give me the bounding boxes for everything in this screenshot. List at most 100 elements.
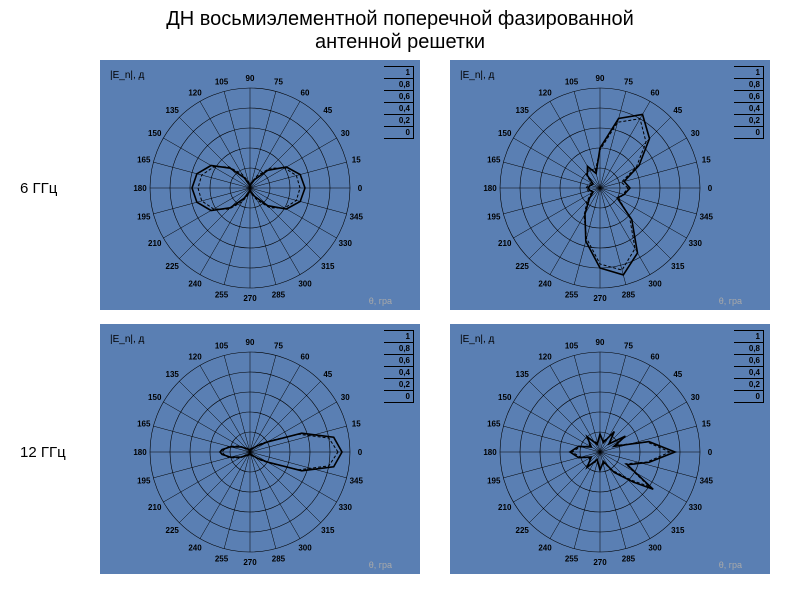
radial-legend: 10,80,60,40,20 — [384, 66, 414, 139]
svg-text:105: 105 — [565, 342, 579, 351]
svg-text:285: 285 — [272, 290, 286, 299]
svg-text:345: 345 — [350, 476, 364, 485]
svg-text:120: 120 — [188, 353, 202, 362]
svg-text:45: 45 — [323, 370, 332, 379]
svg-text:300: 300 — [298, 279, 312, 288]
svg-text:90: 90 — [596, 338, 605, 347]
legend-row: 0,8 — [384, 343, 414, 355]
svg-text:180: 180 — [483, 448, 497, 457]
svg-text:240: 240 — [188, 279, 202, 288]
svg-text:135: 135 — [166, 106, 180, 115]
svg-text:315: 315 — [671, 526, 685, 535]
svg-text:345: 345 — [350, 212, 364, 221]
svg-text:345: 345 — [700, 212, 714, 221]
svg-text:285: 285 — [272, 554, 286, 563]
svg-text:255: 255 — [565, 290, 579, 299]
svg-text:285: 285 — [622, 290, 636, 299]
svg-text:330: 330 — [689, 239, 703, 248]
svg-text:270: 270 — [243, 294, 257, 303]
legend-row: 1 — [384, 330, 414, 343]
svg-text:45: 45 — [673, 106, 682, 115]
legend-row: 0 — [384, 391, 414, 403]
svg-text:75: 75 — [624, 342, 633, 351]
svg-text:135: 135 — [516, 370, 530, 379]
svg-text:225: 225 — [516, 262, 530, 271]
svg-text:300: 300 — [648, 279, 662, 288]
svg-text:285: 285 — [622, 554, 636, 563]
polar-chart-6ghz-a: 0153045607590105120135150165180195210225… — [100, 60, 420, 310]
svg-text:255: 255 — [215, 554, 229, 563]
x-axis-label: θ, гра — [719, 560, 742, 570]
svg-text:75: 75 — [624, 78, 633, 87]
legend-row: 0 — [384, 127, 414, 139]
svg-text:120: 120 — [538, 353, 552, 362]
chart-grid: 6 ГГц 0153045607590105120135150165180195… — [0, 60, 800, 590]
svg-text:315: 315 — [671, 262, 685, 271]
svg-text:165: 165 — [137, 420, 151, 429]
svg-text:15: 15 — [352, 420, 361, 429]
svg-text:270: 270 — [593, 558, 607, 567]
svg-text:30: 30 — [341, 129, 350, 138]
y-axis-label: |E_n|, д — [110, 70, 144, 81]
title-line-2: антенной решетки — [0, 31, 800, 54]
legend-row: 0,2 — [384, 115, 414, 127]
svg-text:330: 330 — [339, 503, 353, 512]
svg-text:135: 135 — [166, 370, 180, 379]
svg-text:15: 15 — [702, 156, 711, 165]
svg-text:135: 135 — [516, 106, 530, 115]
svg-text:180: 180 — [133, 184, 147, 193]
legend-row: 1 — [734, 66, 764, 79]
legend-row: 0,6 — [384, 91, 414, 103]
svg-text:300: 300 — [648, 543, 662, 552]
svg-text:315: 315 — [321, 526, 335, 535]
legend-row: 0,4 — [734, 367, 764, 379]
legend-row: 0,6 — [734, 355, 764, 367]
svg-text:165: 165 — [487, 420, 501, 429]
svg-text:165: 165 — [137, 156, 151, 165]
svg-text:210: 210 — [148, 239, 162, 248]
svg-text:345: 345 — [700, 476, 714, 485]
svg-text:150: 150 — [148, 393, 162, 402]
svg-text:0: 0 — [358, 448, 363, 457]
svg-text:120: 120 — [538, 89, 552, 98]
svg-text:60: 60 — [651, 89, 660, 98]
svg-text:240: 240 — [538, 279, 552, 288]
svg-text:90: 90 — [596, 74, 605, 83]
svg-text:45: 45 — [673, 370, 682, 379]
svg-text:120: 120 — [188, 89, 202, 98]
svg-text:210: 210 — [148, 503, 162, 512]
svg-text:60: 60 — [301, 89, 310, 98]
svg-text:105: 105 — [215, 78, 229, 87]
radial-legend: 10,80,60,40,20 — [734, 66, 764, 139]
legend-row: 0 — [734, 391, 764, 403]
legend-row: 0,6 — [384, 355, 414, 367]
svg-text:150: 150 — [498, 393, 512, 402]
svg-text:30: 30 — [341, 393, 350, 402]
svg-text:60: 60 — [651, 353, 660, 362]
y-axis-label: |E_n|, д — [460, 334, 494, 345]
svg-text:315: 315 — [321, 262, 335, 271]
legend-row: 0,8 — [384, 79, 414, 91]
svg-text:45: 45 — [323, 106, 332, 115]
legend-row: 0 — [734, 127, 764, 139]
svg-text:105: 105 — [215, 342, 229, 351]
page-title: ДН восьмиэлементной поперечной фазирован… — [0, 0, 800, 60]
polar-chart-6ghz-b: 0153045607590105120135150165180195210225… — [450, 60, 770, 310]
svg-text:30: 30 — [691, 393, 700, 402]
svg-text:75: 75 — [274, 78, 283, 87]
svg-text:165: 165 — [487, 156, 501, 165]
legend-row: 0,4 — [384, 367, 414, 379]
legend-row: 0,2 — [384, 379, 414, 391]
legend-row: 1 — [384, 66, 414, 79]
legend-row: 0,4 — [734, 103, 764, 115]
svg-text:225: 225 — [166, 526, 180, 535]
row-label-1: 6 ГГц — [20, 180, 80, 197]
svg-text:270: 270 — [593, 294, 607, 303]
svg-text:150: 150 — [498, 129, 512, 138]
svg-text:300: 300 — [298, 543, 312, 552]
svg-text:255: 255 — [565, 554, 579, 563]
svg-text:90: 90 — [246, 74, 255, 83]
svg-text:15: 15 — [702, 420, 711, 429]
svg-text:240: 240 — [188, 543, 202, 552]
svg-text:210: 210 — [498, 503, 512, 512]
